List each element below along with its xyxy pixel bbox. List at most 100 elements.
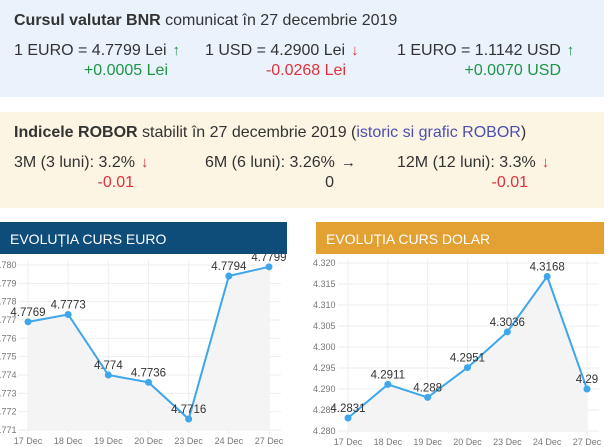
rate-label: 1 EURO = 1.1142 USD [397, 42, 561, 59]
data-label: 4.29 [576, 374, 598, 386]
x-tick-label: 27 Dec [255, 436, 284, 446]
bnr-title-bold: Cursul valutar BNR [14, 12, 161, 29]
data-label: 4.774 [94, 360, 123, 372]
area-fill [28, 266, 269, 430]
rate-delta: 0 [325, 174, 334, 191]
x-tick-label: 23 Dec [174, 436, 203, 446]
robor-title: Indicele ROBOR stabilit în 27 decembrie … [14, 124, 526, 142]
x-tick-label: 20 Dec [453, 437, 482, 447]
x-tick-label: 23 Dec [493, 437, 522, 447]
data-point [543, 272, 551, 280]
data-label: 4.2831 [330, 403, 365, 415]
data-label: 4.3168 [530, 261, 565, 273]
euro-line-chart: 4.780 4.779 4.778 4.777 4.776 4.775 4.774 4.773… [0, 254, 287, 446]
rate-item: 1 EURO = 4.7799 Lei ↑ [14, 42, 180, 60]
data-point [64, 311, 72, 318]
arrow-down-icon: ↓ [140, 154, 149, 171]
euro-chart-header: EVOLUȚIA CURS EURO [0, 222, 287, 254]
arrow-flat-icon: → [340, 154, 356, 171]
rate-delta: +0.0005 Lei [83, 62, 168, 79]
y-tick-label: 4.779 [0, 278, 17, 288]
rate-item: 12M (12 luni): 3.3% ↓ [397, 154, 549, 172]
data-point [384, 380, 392, 388]
y-tick-label: 4.300 [313, 342, 336, 352]
robor-panel: Indicele ROBOR stabilit în 27 decembrie … [0, 112, 604, 208]
data-point [104, 371, 112, 379]
rate-label: 6M (6 luni): 3.26% [205, 154, 335, 171]
arrow-up-icon: ↑ [566, 42, 575, 59]
y-tick-label: 4.773 [0, 388, 17, 398]
data-label: 4.7794 [211, 261, 247, 273]
robor-history-link[interactable]: istoric si grafic ROBOR [356, 124, 521, 141]
data-point [185, 415, 193, 423]
data-point [344, 414, 352, 422]
x-tick-label: 27 Dec [573, 437, 602, 447]
data-label: 4.7769 [10, 307, 45, 319]
x-tick-label: 24 Dec [533, 437, 562, 447]
data-point [265, 263, 273, 271]
y-tick-label: 4.774 [0, 370, 17, 380]
data-point [145, 378, 152, 386]
data-point [225, 272, 233, 280]
bnr-title: Cursul valutar BNR comunicat în 27 decem… [14, 12, 397, 30]
y-tick-label: 4.290 [313, 384, 336, 394]
rate-label: 1 USD = 4.2900 Lei [205, 42, 346, 59]
rate-item: 1 USD = 4.2900 Lei ↓ [205, 42, 359, 60]
data-point [503, 328, 511, 336]
data-label: 4.7736 [131, 367, 166, 379]
bnr-title-rest: comunicat în 27 decembrie 2019 [160, 12, 398, 29]
robor-title-rest: stabilit în 27 decembrie 2019 ( [137, 124, 357, 141]
rate-delta: -0.01 [491, 174, 528, 191]
robor-title-bold: Indicele ROBOR [14, 124, 138, 141]
x-tick-label: 17 Dec [334, 437, 363, 447]
rate-label: 3M (3 luni): 3.2% [14, 154, 135, 171]
rate-item: 3M (3 luni): 3.2% ↓ [14, 154, 148, 172]
robor-title-end: ) [520, 124, 527, 141]
y-tick-label: 4.772 [0, 407, 17, 417]
rate-item: 6M (6 luni): 3.26% → [205, 154, 356, 172]
y-tick-label: 4.778 [0, 297, 17, 307]
y-tick-label: 4.775 [0, 352, 17, 362]
y-tick-label: 4.285 [313, 405, 336, 415]
y-tick-label: 4.777 [0, 315, 17, 325]
data-label: 4.3036 [490, 317, 525, 329]
y-tick-label: 4.310 [313, 300, 336, 310]
arrow-down-icon: ↓ [351, 42, 359, 59]
y-tick-label: 4.280 [313, 426, 336, 436]
data-label: 4.288 [413, 382, 442, 394]
x-tick-label: 20 Dec [134, 436, 163, 446]
y-tick-label: 4.315 [313, 279, 336, 289]
data-point [583, 385, 591, 393]
y-tick-label: 4.780 [0, 260, 17, 270]
rate-delta: -0.0268 Lei [265, 62, 346, 79]
data-label: 4.7716 [171, 404, 206, 416]
x-tick-label: 17 Dec [14, 436, 43, 446]
x-tick-label: 19 Dec [413, 437, 442, 447]
area-fill [348, 276, 587, 431]
dolar-chart-header: EVOLUȚIA CURS DOLAR [316, 222, 604, 254]
data-point [424, 393, 432, 401]
data-label: 4.7773 [51, 300, 86, 312]
data-point [24, 318, 32, 326]
rate-delta: +0.0070 USD [464, 62, 561, 79]
arrow-up-icon: ↑ [172, 42, 181, 59]
x-tick-label: 18 Dec [54, 436, 83, 446]
data-label: 4.2951 [450, 353, 485, 365]
data-label: 4.7799 [251, 254, 286, 264]
bnr-rates-panel: Cursul valutar BNR comunicat în 27 decem… [0, 0, 604, 97]
y-tick-label: 4.771 [0, 425, 17, 435]
rate-item: 1 EURO = 1.1142 USD ↑ [397, 42, 574, 60]
y-tick-label: 4.305 [313, 321, 336, 331]
dolar-line-chart: 4.320 4.315 4.310 4.305 4.300 4.295 4.290 4.285… [313, 258, 602, 447]
y-tick-label: 4.776 [0, 333, 17, 343]
x-tick-label: 24 Dec [215, 436, 244, 446]
y-tick-label: 4.295 [313, 363, 336, 373]
x-tick-label: 19 Dec [94, 436, 123, 446]
arrow-down-icon: ↓ [541, 154, 550, 171]
x-tick-label: 18 Dec [374, 437, 403, 447]
rate-label: 12M (12 luni): 3.3% [397, 154, 536, 171]
data-point [464, 364, 471, 372]
data-label: 4.2911 [371, 369, 405, 381]
y-tick-label: 4.320 [313, 258, 336, 268]
rate-delta: -0.01 [97, 174, 134, 191]
